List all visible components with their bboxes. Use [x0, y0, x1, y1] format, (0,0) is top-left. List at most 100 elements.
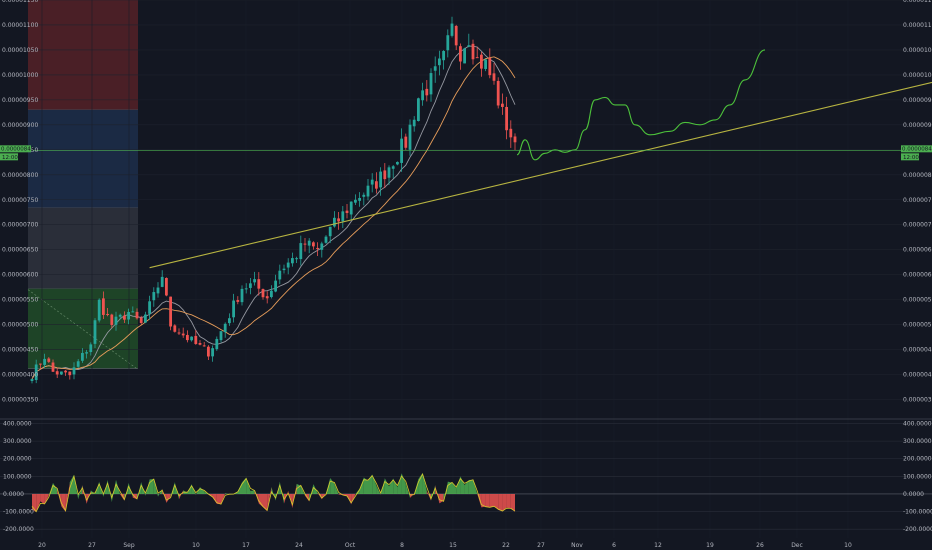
candle-body — [425, 88, 429, 96]
oscillator-area — [48, 482, 53, 496]
zone-blue[interactable] — [28, 109, 138, 208]
price-tick-label: 0.00000400 — [903, 372, 932, 379]
zone-grey[interactable] — [28, 207, 138, 289]
oscillator-area — [452, 482, 457, 494]
candle-body — [379, 171, 382, 188]
oscillator-area — [216, 493, 221, 505]
oscillator-area — [128, 482, 133, 498]
oscillator-area — [36, 493, 41, 513]
candle-body — [341, 211, 345, 222]
oscillator-tick-label: -100.0000 — [903, 509, 932, 516]
candle-body — [312, 242, 315, 247]
candle-body — [228, 318, 231, 324]
oscillator-area — [149, 478, 154, 494]
time-axis[interactable]: 20 27 Sep 10 17 24 Oct 8 15 22 27 Nov 6 12 19 26 Dec 10 — [38, 542, 852, 549]
oscillator-area — [250, 490, 255, 494]
price-tick-label: 0.00000800 — [2, 172, 38, 179]
candle-body — [169, 296, 172, 327]
candle-body — [85, 352, 88, 354]
ma-slow-line[interactable] — [31, 56, 516, 380]
oscillator-area — [460, 476, 465, 494]
oscillator-area — [158, 488, 163, 497]
price-tick-label: 0.00001000 — [903, 72, 932, 79]
price-tick-label: 0.00000950 — [2, 97, 38, 104]
candle-body — [93, 320, 97, 344]
candle-body — [118, 314, 122, 317]
oscillator-area — [86, 490, 91, 504]
candle-body — [211, 348, 214, 357]
oscillator-area — [384, 478, 389, 494]
countdown-value: 12:00 — [903, 155, 919, 161]
candle-body — [433, 66, 437, 71]
candle-body — [408, 124, 412, 150]
time-tick-label: 20 — [38, 542, 46, 549]
moving-averages — [31, 45, 516, 380]
price-tick-label: 0.00000750 — [903, 197, 932, 204]
candle-body — [190, 336, 193, 341]
oscillator-area — [485, 493, 490, 508]
candle-body — [110, 314, 114, 325]
oscillator-area — [195, 487, 200, 495]
candle-body — [421, 90, 424, 101]
price-tick-label: 0.00000700 — [903, 222, 932, 229]
candle-body — [114, 316, 118, 325]
zone-red[interactable] — [28, 0, 138, 110]
candle-body — [89, 344, 93, 353]
oscillator-area — [368, 474, 373, 494]
time-tick-label: 19 — [706, 542, 714, 549]
candle-body — [324, 236, 328, 243]
candle-body — [404, 136, 408, 148]
price-tick-label: 0.00000350 — [2, 397, 38, 404]
price-tick-label: 0.00000800 — [903, 172, 932, 179]
oscillator-area — [99, 481, 104, 497]
oscillator-area — [162, 488, 167, 503]
time-tick-label: 8 — [400, 542, 404, 549]
oscillator-area — [90, 490, 95, 494]
candle-body — [156, 287, 160, 294]
oscillator-tick-label: 200.0000 — [903, 456, 932, 463]
ma-fast-line[interactable] — [31, 45, 516, 380]
oscillator-area — [153, 478, 158, 497]
oscillator-area — [65, 482, 70, 512]
forecast-path[interactable] — [516, 49, 766, 161]
candle-body — [475, 57, 479, 59]
countdown-value: 12:00 — [2, 155, 18, 161]
candle-body — [316, 247, 319, 249]
time-tick-label: Oct — [345, 542, 356, 549]
oscillator-tick-label: -200.0000 — [3, 526, 34, 533]
candle-body — [72, 367, 76, 375]
candle-body — [148, 301, 151, 314]
candle-body — [249, 283, 252, 288]
candle-body — [223, 323, 227, 333]
candle-body — [366, 185, 370, 197]
time-tick-label: 26 — [756, 542, 764, 549]
oscillator-area — [221, 493, 226, 505]
candle-body — [396, 161, 399, 165]
trendline[interactable] — [149, 81, 932, 269]
candle-body — [278, 270, 282, 280]
oscillator-signal-line[interactable] — [31, 473, 516, 513]
candle-body — [417, 98, 420, 122]
candle-body — [261, 289, 265, 298]
candle-body — [429, 73, 433, 95]
candle-body — [127, 311, 130, 320]
oscillator-area — [40, 493, 45, 505]
oscillator-area — [498, 493, 503, 512]
candle-body — [274, 280, 277, 292]
time-tick-label: 27 — [88, 542, 96, 549]
oscillator-area — [477, 493, 482, 508]
price-tick-label: 0.00001100 — [2, 22, 38, 29]
candle-body — [480, 54, 483, 69]
oscillator-area — [271, 487, 276, 501]
right-price-axis[interactable]: 0.00001150 0.00001100 0.00001050 0.00001000… — [903, 0, 932, 404]
candle-body — [358, 197, 361, 201]
price-tick-label: 0.00000650 — [903, 247, 932, 254]
candle-body — [131, 311, 135, 313]
price-tick-label: 0.00000700 — [2, 222, 38, 229]
oscillator-area — [330, 478, 335, 494]
price-tick-label: 0.00000350 — [903, 397, 932, 404]
time-tick-label: 15 — [449, 542, 457, 549]
candle-body — [467, 45, 471, 47]
candle-body — [97, 299, 101, 321]
